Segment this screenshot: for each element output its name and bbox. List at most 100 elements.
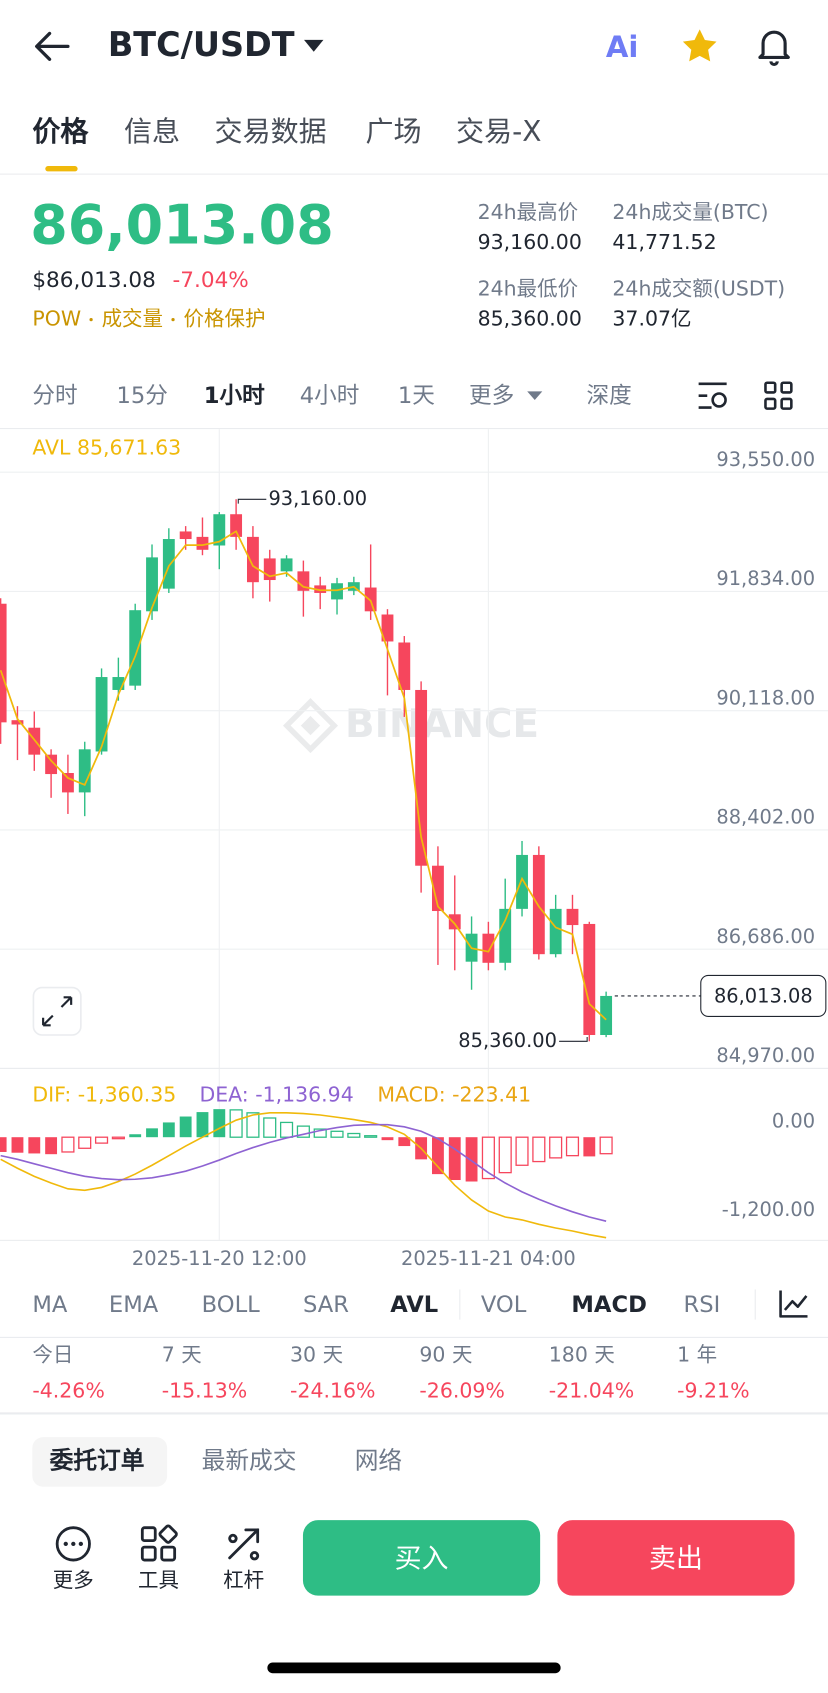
y-tick-label: 86,686.00 xyxy=(716,925,815,948)
indicator-tab[interactable]: BOLL xyxy=(201,1291,260,1318)
indicator-tab[interactable]: AVL xyxy=(390,1291,439,1318)
macd-bar xyxy=(498,1136,512,1174)
favorite-star[interactable] xyxy=(679,27,720,66)
candle-body xyxy=(213,514,226,546)
low-label: 85,360.00 xyxy=(458,1029,557,1052)
interval[interactable]: 分时 xyxy=(32,382,78,409)
performance-label: 今日 xyxy=(32,1343,74,1368)
indicator-settings[interactable] xyxy=(777,1288,809,1318)
macd-bar xyxy=(229,1109,243,1138)
performance-value: -4.26% xyxy=(32,1378,105,1403)
order-tab[interactable]: 委托订单 xyxy=(49,1447,145,1475)
fullscreen-button[interactable] xyxy=(32,986,82,1036)
leverage-icon[interactable] xyxy=(224,1524,263,1563)
indicator-tab[interactable]: MACD xyxy=(571,1291,647,1318)
macd-bar xyxy=(549,1136,563,1159)
macd-bar xyxy=(481,1136,495,1180)
candle-body xyxy=(314,585,327,593)
stat-value: 85,360.00 xyxy=(477,307,582,331)
macd-bar xyxy=(61,1136,75,1153)
macd-legend: MACD: -223.41 xyxy=(377,1082,531,1106)
sell-label[interactable]: 卖出 xyxy=(649,1542,703,1575)
macd-bar xyxy=(330,1130,344,1138)
indicator-tab[interactable]: MA xyxy=(32,1291,68,1318)
interval[interactable]: 1天 xyxy=(397,382,435,409)
candle-body xyxy=(162,539,175,589)
tab-indicator xyxy=(45,166,78,172)
last-price: 86,013.08 xyxy=(30,194,334,257)
ticker-tag[interactable]: POW xyxy=(32,307,82,331)
macd-bar xyxy=(279,1121,294,1138)
macd-bar xyxy=(347,1132,361,1138)
candle-body xyxy=(381,614,394,642)
candle-body xyxy=(28,727,41,755)
sell-button[interactable] xyxy=(557,1520,795,1596)
order-tab[interactable]: 最新成交 xyxy=(201,1447,297,1475)
candle-body xyxy=(516,854,528,909)
buy-label[interactable]: 买入 xyxy=(394,1542,449,1575)
candle-body xyxy=(364,587,377,612)
performance-value: -9.21% xyxy=(677,1378,750,1403)
tab[interactable]: 交易-X xyxy=(456,116,542,149)
stat-value: 41,771.52 xyxy=(612,230,717,255)
tab[interactable]: 交易数据 xyxy=(214,116,327,149)
macd-bar xyxy=(398,1137,411,1147)
pair-dropdown[interactable] xyxy=(303,39,325,54)
order-tab[interactable]: 网络 xyxy=(354,1447,403,1475)
action-label[interactable]: 工具 xyxy=(137,1568,179,1593)
macd-bar xyxy=(583,1137,596,1157)
x-tick-label: 2025-11-21 04:00 xyxy=(401,1247,576,1270)
macd-bar xyxy=(599,1136,613,1155)
candle-body xyxy=(112,677,125,690)
candle-body xyxy=(432,865,444,912)
pair-title[interactable]: BTC/USDT xyxy=(107,25,295,65)
indicator-tab[interactable]: RSI xyxy=(683,1291,721,1318)
interval[interactable]: 深度 xyxy=(586,382,632,409)
notification-bell[interactable] xyxy=(755,26,794,67)
candle-body xyxy=(398,642,411,690)
more-dropdown[interactable] xyxy=(526,390,543,401)
ticker-tag[interactable]: 价格保护 xyxy=(183,307,266,331)
macd-bar xyxy=(313,1128,327,1138)
indicator-tab[interactable]: VOL xyxy=(480,1291,527,1318)
tab[interactable]: 广场 xyxy=(365,116,422,149)
more-icon[interactable] xyxy=(54,1524,93,1563)
candle-body xyxy=(45,754,58,775)
buy-button[interactable] xyxy=(302,1520,541,1596)
layout-icon[interactable] xyxy=(763,381,793,411)
tab[interactable]: 价格 xyxy=(32,116,89,149)
chart-settings-icon[interactable] xyxy=(696,381,728,411)
tools-icon[interactable] xyxy=(139,1524,178,1563)
price-change: -7.04% xyxy=(172,266,249,293)
interval[interactable]: 15分 xyxy=(116,382,168,409)
stat-value: 93,160.00 xyxy=(477,230,582,255)
interval[interactable]: 1小时 xyxy=(203,382,265,409)
macd-bar xyxy=(94,1136,109,1144)
y-tick-label: 90,118.00 xyxy=(716,686,815,709)
x-tick-label: 2025-11-20 12:00 xyxy=(132,1247,307,1270)
performance-value: -24.16% xyxy=(290,1378,376,1403)
macd-bar xyxy=(213,1109,226,1138)
action-label[interactable]: 杠杆 xyxy=(223,1568,265,1593)
candle-body xyxy=(482,933,495,963)
performance-value: -26.09% xyxy=(419,1378,505,1403)
fullscreen-icon xyxy=(42,996,73,1027)
ticker-tag[interactable]: 成交量 xyxy=(101,307,164,331)
separator xyxy=(459,1289,461,1320)
stat-label: 24h最高价 xyxy=(477,200,579,225)
interval[interactable]: 4小时 xyxy=(299,382,360,409)
candle-body xyxy=(146,557,158,612)
watermark xyxy=(282,698,339,754)
tab[interactable]: 信息 xyxy=(123,116,181,149)
divider xyxy=(0,173,828,175)
back-button[interactable] xyxy=(32,30,71,62)
macd-bar xyxy=(432,1137,444,1175)
indicator-tab[interactable]: EMA xyxy=(108,1291,159,1318)
interval[interactable]: 更多 xyxy=(468,382,515,409)
candle-body xyxy=(532,854,545,955)
ai-button[interactable]: Ai xyxy=(605,31,639,65)
indicator-tab[interactable]: SAR xyxy=(302,1291,349,1318)
macd-line xyxy=(0,1123,607,1222)
action-label[interactable]: 更多 xyxy=(52,1568,94,1593)
